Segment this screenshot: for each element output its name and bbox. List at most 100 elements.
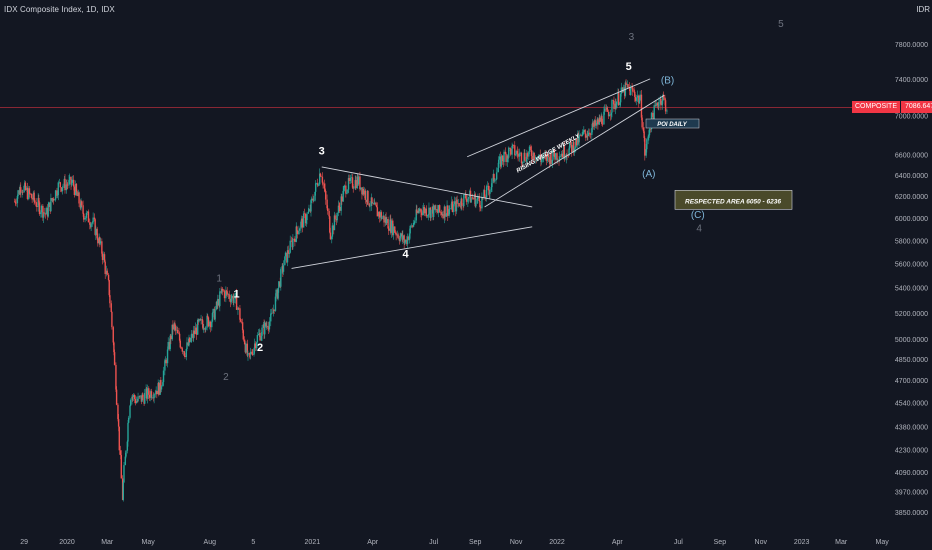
- candle-body: [404, 239, 407, 243]
- wave-label: 3: [319, 146, 325, 158]
- candle-body: [442, 214, 444, 219]
- candle-body: [317, 184, 320, 186]
- candle-body: [214, 309, 216, 320]
- candle-body: [583, 129, 585, 133]
- candle-body: [136, 401, 138, 404]
- x-tick-label: Sep: [714, 539, 727, 546]
- candle-body: [294, 239, 296, 242]
- candle-body: [487, 185, 490, 191]
- candle-body: [54, 199, 56, 201]
- candle-body: [237, 307, 239, 310]
- candle-body: [495, 179, 497, 181]
- candle-body: [132, 394, 135, 398]
- candle-body: [611, 100, 613, 113]
- candle-body: [20, 187, 22, 193]
- x-tick-label: Mar: [835, 539, 848, 546]
- candle-body: [286, 250, 289, 263]
- candle-body: [261, 327, 263, 336]
- trendline-triangle-lower: [291, 226, 533, 269]
- candle-body: [376, 207, 379, 217]
- candle-body: [580, 134, 582, 136]
- candle-body: [634, 91, 636, 97]
- candle-body: [126, 441, 129, 451]
- candle-body: [662, 94, 665, 98]
- candle-body: [258, 333, 260, 336]
- candle-body: [254, 343, 257, 349]
- candle-body: [183, 351, 186, 356]
- candle-body: [28, 188, 31, 194]
- candle-body: [94, 219, 96, 235]
- candle-body: [522, 161, 524, 164]
- candle-body: [298, 228, 301, 231]
- candle-body: [127, 422, 129, 442]
- candle-body: [453, 201, 456, 205]
- candle-body: [148, 394, 151, 398]
- candle-body: [642, 127, 645, 132]
- candle-body: [141, 394, 143, 402]
- candle-body: [172, 324, 174, 330]
- candle-body: [308, 208, 310, 212]
- candle-body: [485, 186, 488, 198]
- candle-body: [320, 176, 322, 177]
- y-tick-label: 4090.0000: [895, 470, 928, 477]
- candle-body: [166, 349, 169, 364]
- candle-body: [639, 94, 641, 101]
- candle-body: [530, 150, 533, 157]
- wave-label: (C): [691, 210, 705, 221]
- y-tick-label: 6200.0000: [895, 194, 928, 201]
- candle-body: [432, 205, 435, 217]
- candle-body: [386, 219, 388, 224]
- candle-body: [341, 196, 343, 202]
- candle-body: [533, 152, 535, 160]
- candle-body: [217, 298, 219, 306]
- candle-body: [127, 417, 130, 423]
- candle-body: [458, 203, 460, 206]
- candle-body: [59, 182, 61, 188]
- candle-body: [404, 242, 406, 244]
- candle-body: [428, 207, 430, 215]
- candle-body: [91, 222, 94, 224]
- candle-body: [403, 235, 405, 244]
- candle-body: [498, 156, 501, 160]
- candle-body: [259, 332, 261, 341]
- candle-body: [368, 203, 371, 207]
- candle-body: [617, 93, 620, 106]
- candle-body: [517, 153, 519, 157]
- candle-body: [650, 129, 652, 130]
- candle-body: [597, 119, 599, 125]
- candle-body: [81, 201, 83, 206]
- candle-body: [298, 230, 300, 235]
- candle-body: [595, 122, 598, 126]
- candle-body: [129, 400, 132, 406]
- candle-body: [14, 201, 17, 204]
- candle-body: [582, 132, 584, 133]
- candle-body: [156, 390, 158, 395]
- candle-body: [434, 205, 436, 210]
- candle-body: [26, 187, 29, 199]
- candle-body: [491, 178, 493, 188]
- candle-body: [134, 399, 137, 404]
- poi-daily-box: [645, 118, 700, 129]
- candle-body: [506, 155, 509, 162]
- candle-body: [422, 210, 424, 216]
- candle-body: [380, 212, 383, 219]
- candle-body: [206, 315, 208, 328]
- candle-body: [528, 146, 531, 152]
- candle-body: [251, 351, 253, 354]
- candle-body: [56, 190, 58, 196]
- candle-body: [93, 217, 96, 220]
- candle-body: [666, 110, 668, 112]
- candle-body: [296, 226, 298, 231]
- candle-body: [280, 269, 282, 287]
- candle-body: [304, 214, 307, 224]
- x-tick-label: May: [141, 539, 155, 546]
- candle-body: [71, 179, 74, 183]
- candle-body: [215, 301, 218, 310]
- candle-body: [200, 319, 202, 321]
- candle-body: [569, 142, 571, 149]
- candle-body: [219, 291, 221, 307]
- candle-body: [408, 233, 411, 240]
- candle-body: [115, 389, 118, 405]
